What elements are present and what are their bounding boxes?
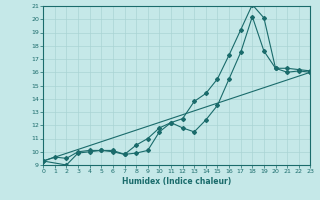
X-axis label: Humidex (Indice chaleur): Humidex (Indice chaleur) [122, 177, 231, 186]
